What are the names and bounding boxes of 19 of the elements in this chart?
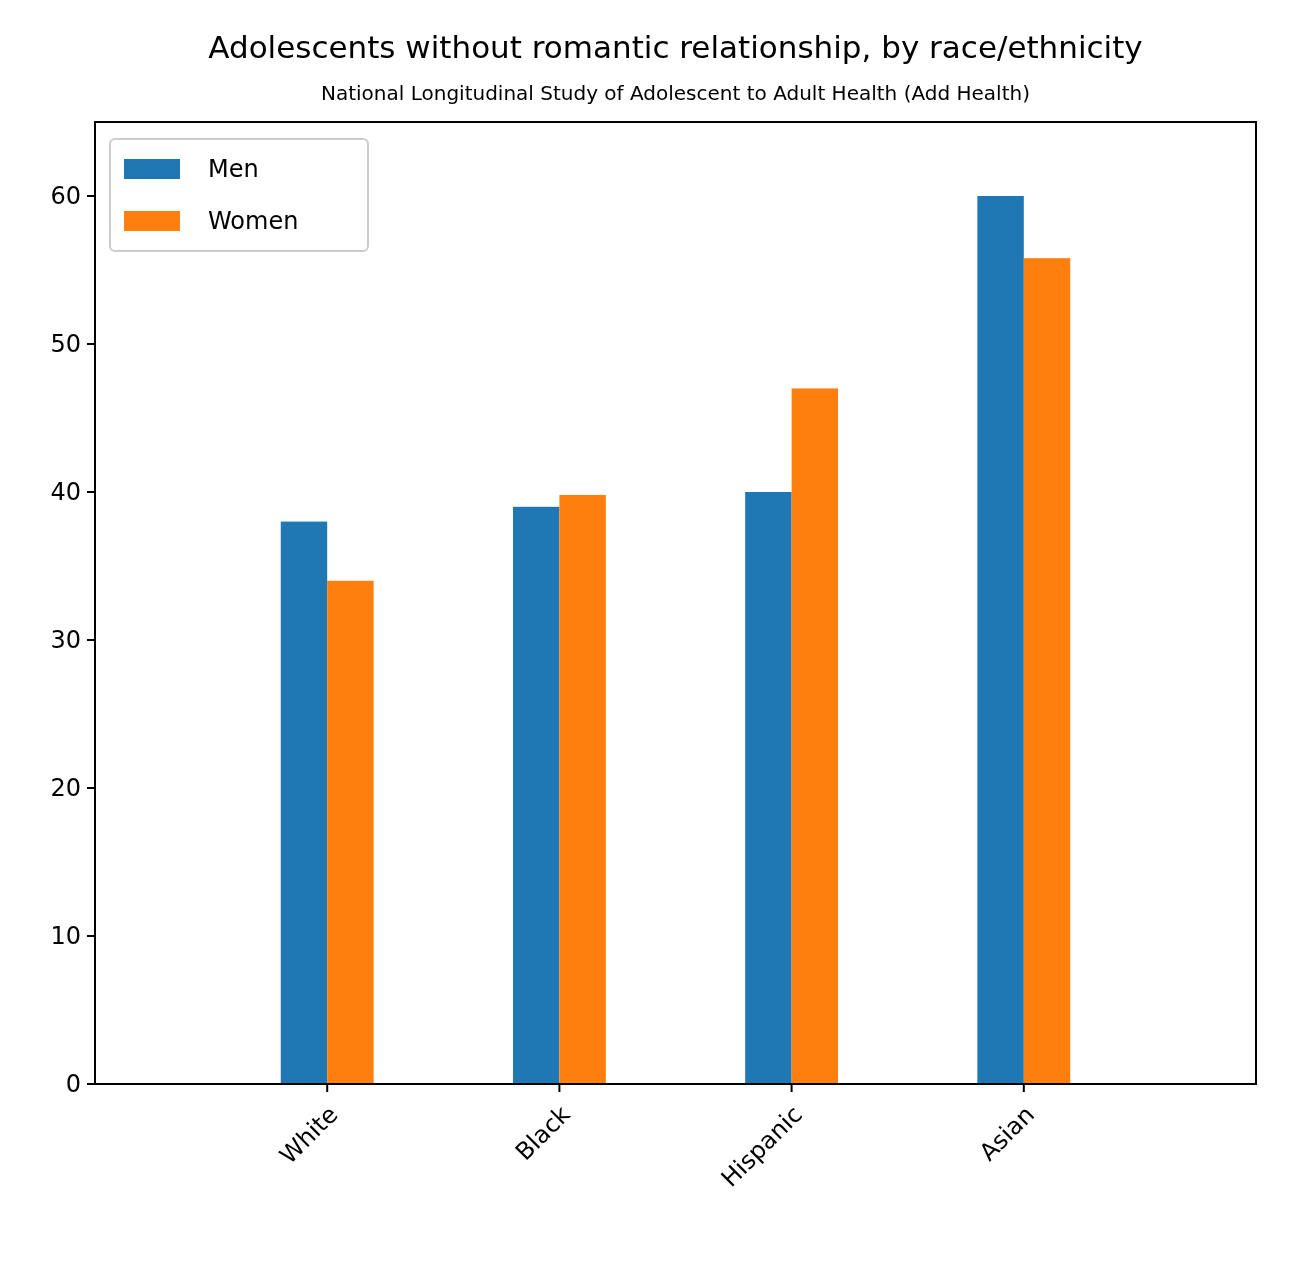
y-tick-label: 0 <box>65 1070 81 1099</box>
chart-title: Adolescents without romantic relationship, by race/ethnicity <box>208 29 1143 65</box>
y-tick-label: 10 <box>50 922 81 951</box>
bar <box>791 388 839 1084</box>
bar <box>1023 258 1071 1084</box>
legend-label: Women <box>208 207 299 236</box>
y-tick-label: 50 <box>50 330 81 359</box>
y-tick-label: 20 <box>50 774 81 803</box>
bar <box>512 506 560 1084</box>
bar <box>327 580 374 1084</box>
bar <box>559 494 606 1084</box>
bar <box>280 521 328 1084</box>
y-tick-label: 30 <box>50 626 81 655</box>
bar <box>977 196 1024 1084</box>
y-tick-label: 60 <box>50 182 81 211</box>
bar <box>745 492 792 1084</box>
y-tick-label: 40 <box>50 478 81 507</box>
legend-label: Men <box>208 155 259 184</box>
chart-subtitle: National Longitudinal Study of Adolescent to Adult Health (Add Health) <box>320 81 1031 105</box>
